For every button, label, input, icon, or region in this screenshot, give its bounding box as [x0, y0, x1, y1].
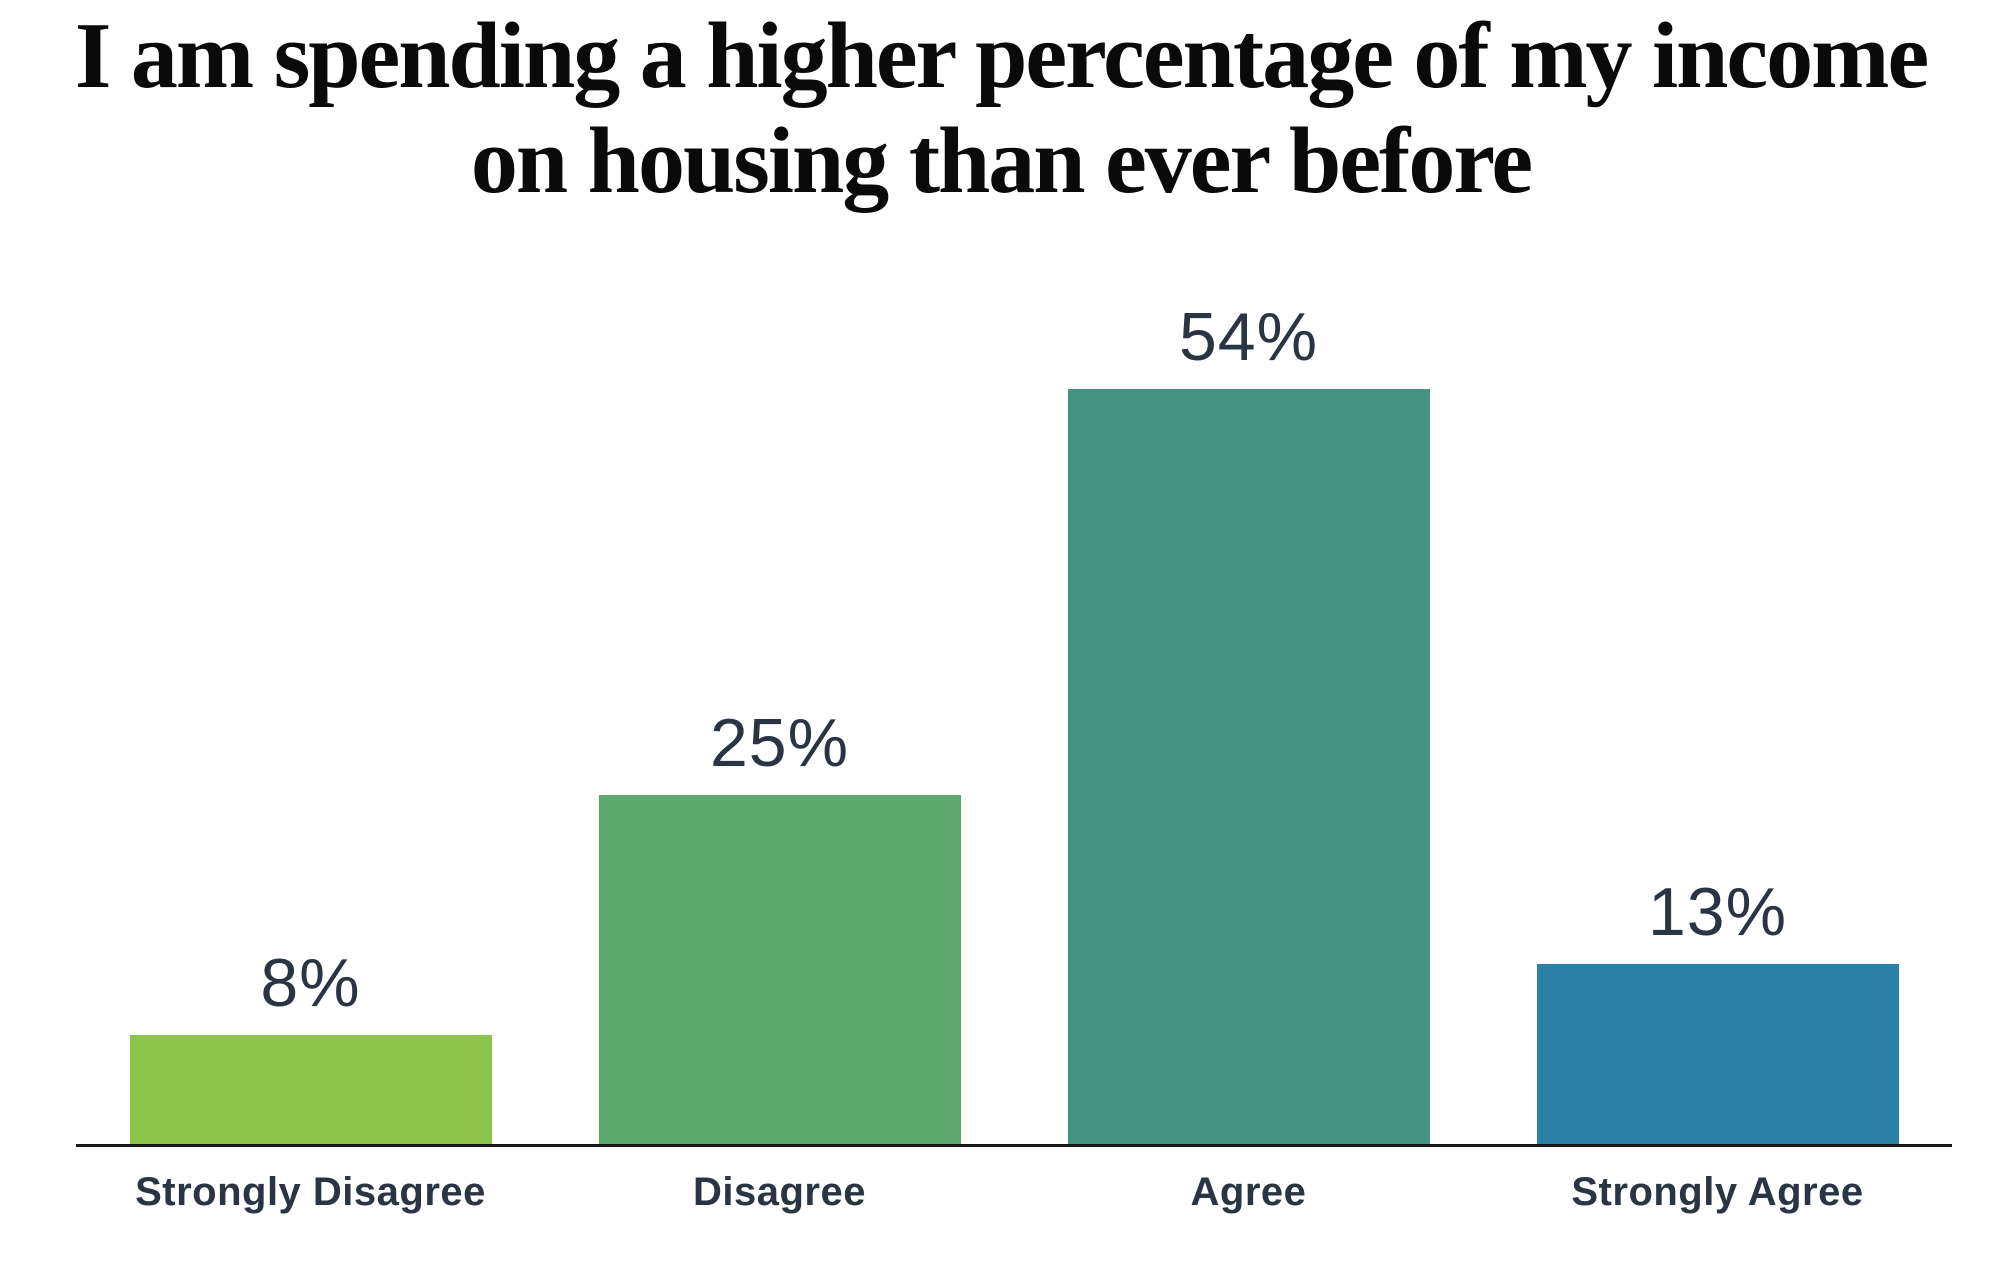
x-axis-line [76, 1144, 1952, 1147]
x-axis-labels: Strongly Disagree Disagree Agree Strongl… [76, 1170, 1952, 1215]
chart-title: I am spending a higher percentage of my … [0, 4, 2002, 215]
bar-agree [1067, 388, 1430, 1147]
bar-value-label: 8% [260, 945, 361, 1022]
x-axis-label-disagree: Disagree [693, 1170, 866, 1214]
bar-value-label: 25% [709, 705, 850, 782]
bar-disagree [598, 795, 961, 1147]
bar-strongly-disagree [129, 1035, 492, 1147]
bar-strongly-agree [1536, 964, 1899, 1147]
bar-group-agree: 54% [1014, 300, 1483, 1147]
chart-title-line-2: on housing than ever before [470, 109, 1533, 214]
x-axis-label-strongly-disagree: Strongly Disagree [135, 1170, 486, 1214]
bar-value-label: 54% [1178, 299, 1319, 375]
chart-title-line-1: I am spending a higher percentage of my … [74, 4, 1929, 108]
plot-area: 8% 25% 54% 13% [76, 300, 1952, 1147]
bar-group-strongly-agree: 13% [1483, 300, 1952, 1147]
bar-value-label: 13% [1647, 874, 1788, 951]
x-axis-label-strongly-agree: Strongly Agree [1571, 1170, 1864, 1214]
bar-group-strongly-disagree: 8% [76, 300, 545, 1147]
x-axis-label-agree: Agree [1190, 1170, 1307, 1214]
bar-group-disagree: 25% [545, 300, 1014, 1147]
